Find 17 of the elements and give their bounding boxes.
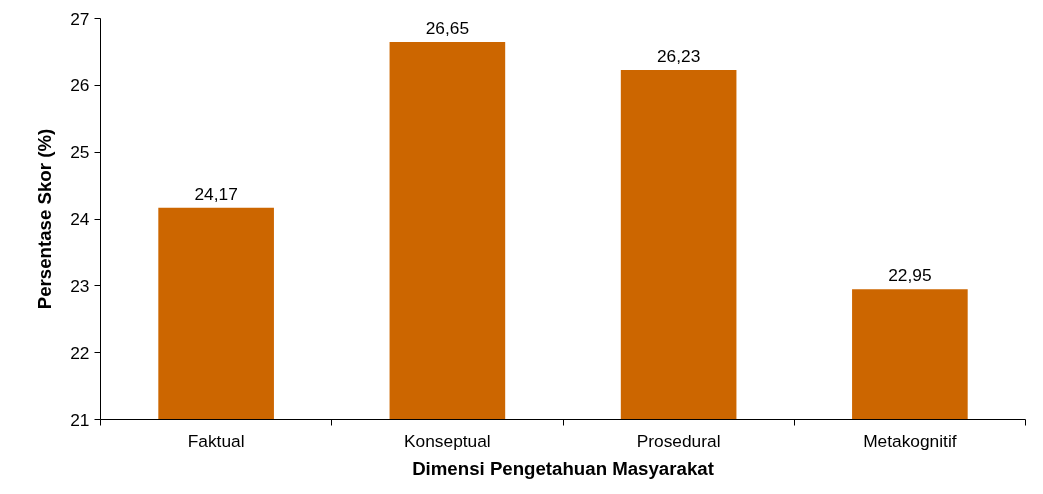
y-tick-label: 24	[70, 209, 90, 229]
data-label: 22,95	[888, 265, 932, 286]
x-tick-label: Prosedural	[636, 430, 721, 451]
y-axis-title: Persentase Skor (%)	[34, 128, 56, 310]
y-tick-label: 23	[70, 275, 90, 296]
x-tick-label: Konseptual	[404, 430, 491, 451]
y-tick-label: 26	[70, 75, 90, 96]
x-tick-label: Metakognitif	[863, 430, 957, 451]
data-label: 24,17	[194, 183, 238, 204]
y-tick-label: 22	[70, 342, 90, 363]
data-label: 26,23	[656, 45, 701, 66]
data-label: 26,65	[425, 17, 470, 38]
x-tick-label: Faktual	[187, 430, 245, 451]
y-tick-label: 27	[70, 8, 90, 29]
y-tick-label: 25	[70, 142, 90, 163]
x-axis-title: Dimensi Pengetahuan Masyarakat	[412, 457, 714, 479]
y-tick-label: 21	[70, 409, 90, 430]
